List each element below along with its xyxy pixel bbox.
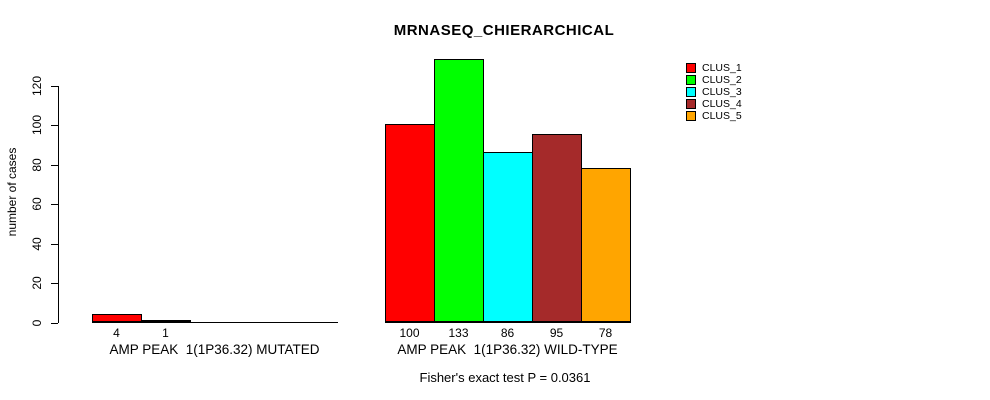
y-axis-tick-label: 40: [30, 237, 44, 251]
group-axis-baseline: [92, 322, 338, 323]
legend-item: CLUS_1: [686, 62, 742, 74]
y-axis-tick-label: 20: [30, 276, 44, 290]
legend-item: CLUS_5: [686, 110, 742, 122]
legend-label: CLUS_5: [702, 110, 742, 122]
legend-swatch-icon: [686, 99, 696, 109]
y-axis-tick: [51, 244, 58, 245]
bar-clus_1: [385, 124, 435, 322]
y-axis-tick: [51, 165, 58, 166]
y-axis-tick-label: 100: [30, 114, 44, 136]
group-label: AMP PEAK 1(1P36.32) WILD-TYPE: [397, 342, 618, 357]
legend-item: CLUS_4: [686, 98, 742, 110]
group-axis-baseline: [385, 322, 631, 323]
bar-value-label: 100: [399, 326, 420, 340]
bar-clus_3: [483, 152, 533, 322]
bar-clus_2: [141, 320, 191, 322]
y-axis-label: number of cases: [5, 147, 19, 237]
y-axis-tick: [51, 283, 58, 284]
y-axis-tick-label: 60: [30, 197, 44, 211]
bar-value-label: 86: [500, 326, 515, 340]
footnote: Fisher's exact test P = 0.0361: [419, 370, 591, 385]
legend-item: CLUS_3: [686, 86, 742, 98]
y-axis-tick-label: 80: [30, 158, 44, 172]
y-axis-tick: [51, 323, 58, 324]
y-axis-line: [58, 86, 59, 323]
legend-label: CLUS_2: [702, 74, 742, 86]
legend-swatch-icon: [686, 63, 696, 73]
y-axis-tick-label: 0: [30, 319, 44, 327]
legend-swatch-icon: [686, 75, 696, 85]
legend-label: CLUS_4: [702, 98, 742, 110]
bar-clus_2: [434, 59, 484, 322]
bar-value-label: 1: [162, 326, 169, 340]
y-axis-tick-label: 120: [30, 75, 44, 97]
bar-clus_5: [581, 168, 631, 322]
bar-value-label: 95: [549, 326, 564, 340]
bar-value-label: 78: [598, 326, 613, 340]
y-axis-tick: [51, 86, 58, 87]
legend-item: CLUS_2: [686, 74, 742, 86]
y-axis-tick: [51, 204, 58, 205]
legend: CLUS_1 CLUS_2 CLUS_3 CLUS_4 CLUS_5: [686, 62, 742, 122]
y-axis-tick: [51, 125, 58, 126]
bar-value-label: 4: [113, 326, 120, 340]
group-label: AMP PEAK 1(1P36.32) MUTATED: [109, 342, 320, 357]
chart-title: MRNASEQ_CHIERARCHICAL: [393, 22, 615, 39]
bar-clus_1: [92, 314, 142, 322]
legend-label: CLUS_3: [702, 86, 742, 98]
bar-value-label: 133: [448, 326, 469, 340]
bar-clus_4: [532, 134, 582, 322]
legend-swatch-icon: [686, 87, 696, 97]
legend-label: CLUS_1: [702, 62, 742, 74]
legend-swatch-icon: [686, 111, 696, 121]
